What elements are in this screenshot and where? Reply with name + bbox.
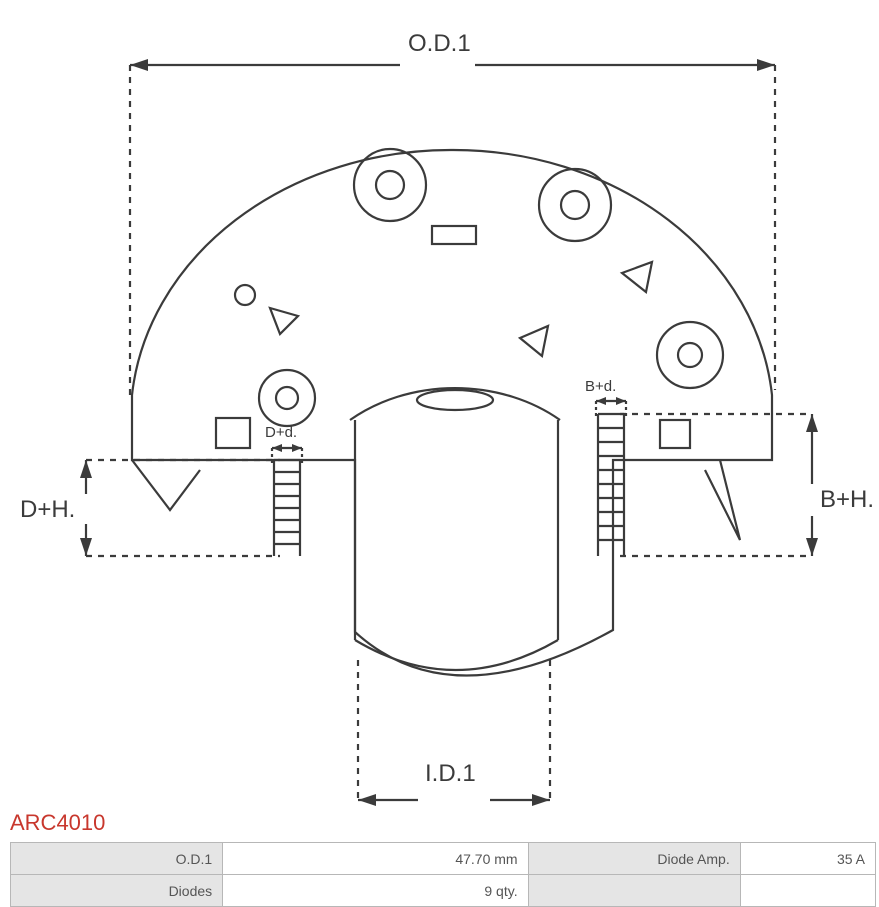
diagram-svg [0,0,879,810]
table-row: Diodes 9 qty. [11,875,876,907]
spec-label: O.D.1 [11,843,223,875]
spec-label: Diodes [11,875,223,907]
spec-table: O.D.1 47.70 mm Diode Amp. 35 A Diodes 9 … [10,842,876,907]
spec-value: 47.70 mm [223,843,528,875]
spec-value [740,875,875,907]
spec-label: Diode Amp. [528,843,740,875]
spec-value: 35 A [740,843,875,875]
table-row: O.D.1 47.70 mm Diode Amp. 35 A [11,843,876,875]
technical-diagram: O.D.1 I.D.1 D+H. B+H. D+d. B+d. [0,0,879,810]
spec-value: 9 qty. [223,875,528,907]
product-code: ARC4010 [0,810,879,842]
spec-label [528,875,740,907]
